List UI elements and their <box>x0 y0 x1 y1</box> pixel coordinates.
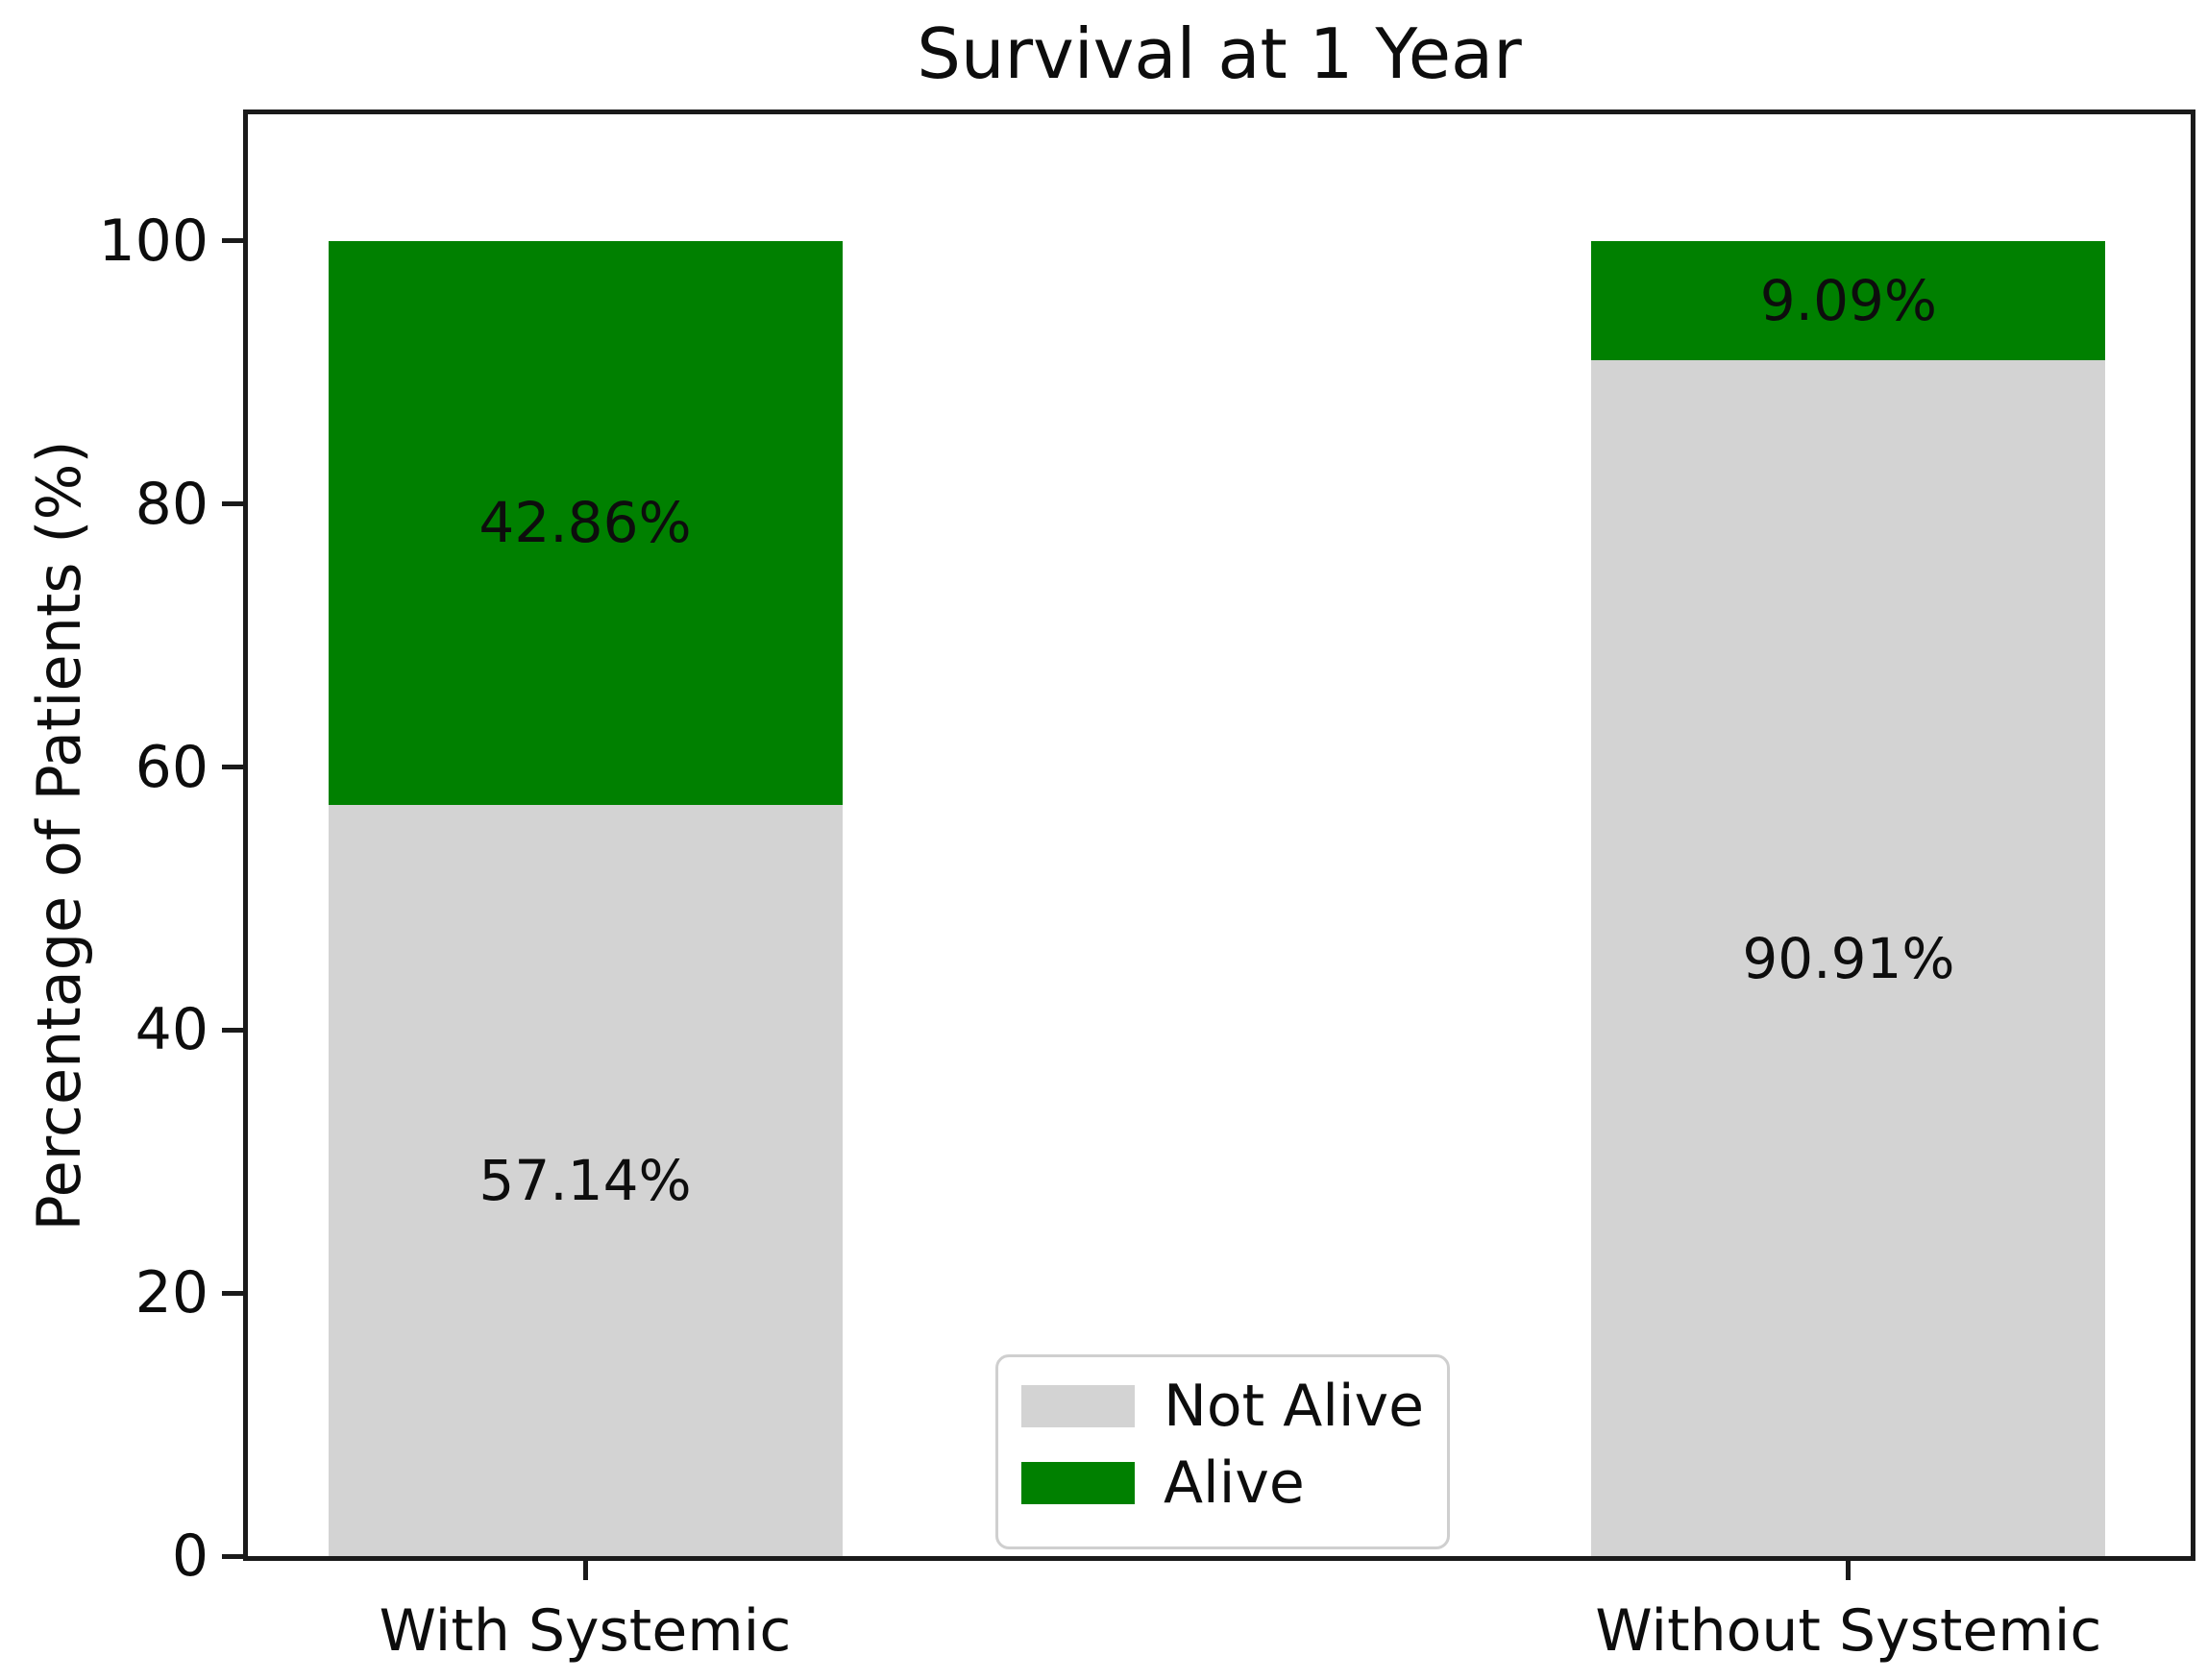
y-tick-label: 0 <box>171 1522 208 1590</box>
bar-segment <box>328 240 843 805</box>
y-tick-label: 60 <box>135 733 208 801</box>
y-axis-label: Percentage of Patients (%) <box>24 440 94 1231</box>
legend-swatch <box>1021 1462 1135 1504</box>
bar-segment <box>1591 360 2106 1556</box>
legend-label: Not Alive <box>1164 1373 1424 1440</box>
y-tick-mark <box>222 501 243 507</box>
chart-title: Survival at 1 Year <box>917 13 1522 94</box>
y-tick-label: 20 <box>135 1259 208 1327</box>
legend: Not Alive Alive <box>995 1354 1450 1549</box>
bar-segment-label: 90.91% <box>1742 925 1955 991</box>
legend-entry: Alive <box>1021 1449 1447 1517</box>
legend-entry: Not Alive <box>1021 1373 1447 1440</box>
x-tick-label: With Systemic <box>379 1597 792 1665</box>
bar-segment <box>1591 240 2106 361</box>
y-tick-mark <box>222 1027 243 1033</box>
y-tick-label: 100 <box>98 207 208 275</box>
x-tick-mark <box>1846 1561 1851 1580</box>
y-tick-label: 80 <box>135 470 208 538</box>
bar-segment-label: 42.86% <box>478 490 692 556</box>
y-tick-label: 40 <box>135 996 208 1064</box>
y-tick-mark <box>222 1553 243 1559</box>
y-tick-mark <box>222 238 243 244</box>
bar-segment-label: 57.14% <box>478 1147 692 1213</box>
y-tick-mark <box>222 1290 243 1296</box>
bar-segment-label: 9.09% <box>1759 268 1938 334</box>
legend-swatch <box>1021 1385 1135 1427</box>
x-tick-mark <box>582 1561 588 1580</box>
bar-segment <box>328 804 843 1556</box>
legend-label: Alive <box>1164 1449 1305 1517</box>
y-tick-mark <box>222 765 243 770</box>
x-tick-label: Without Systemic <box>1595 1597 2102 1665</box>
